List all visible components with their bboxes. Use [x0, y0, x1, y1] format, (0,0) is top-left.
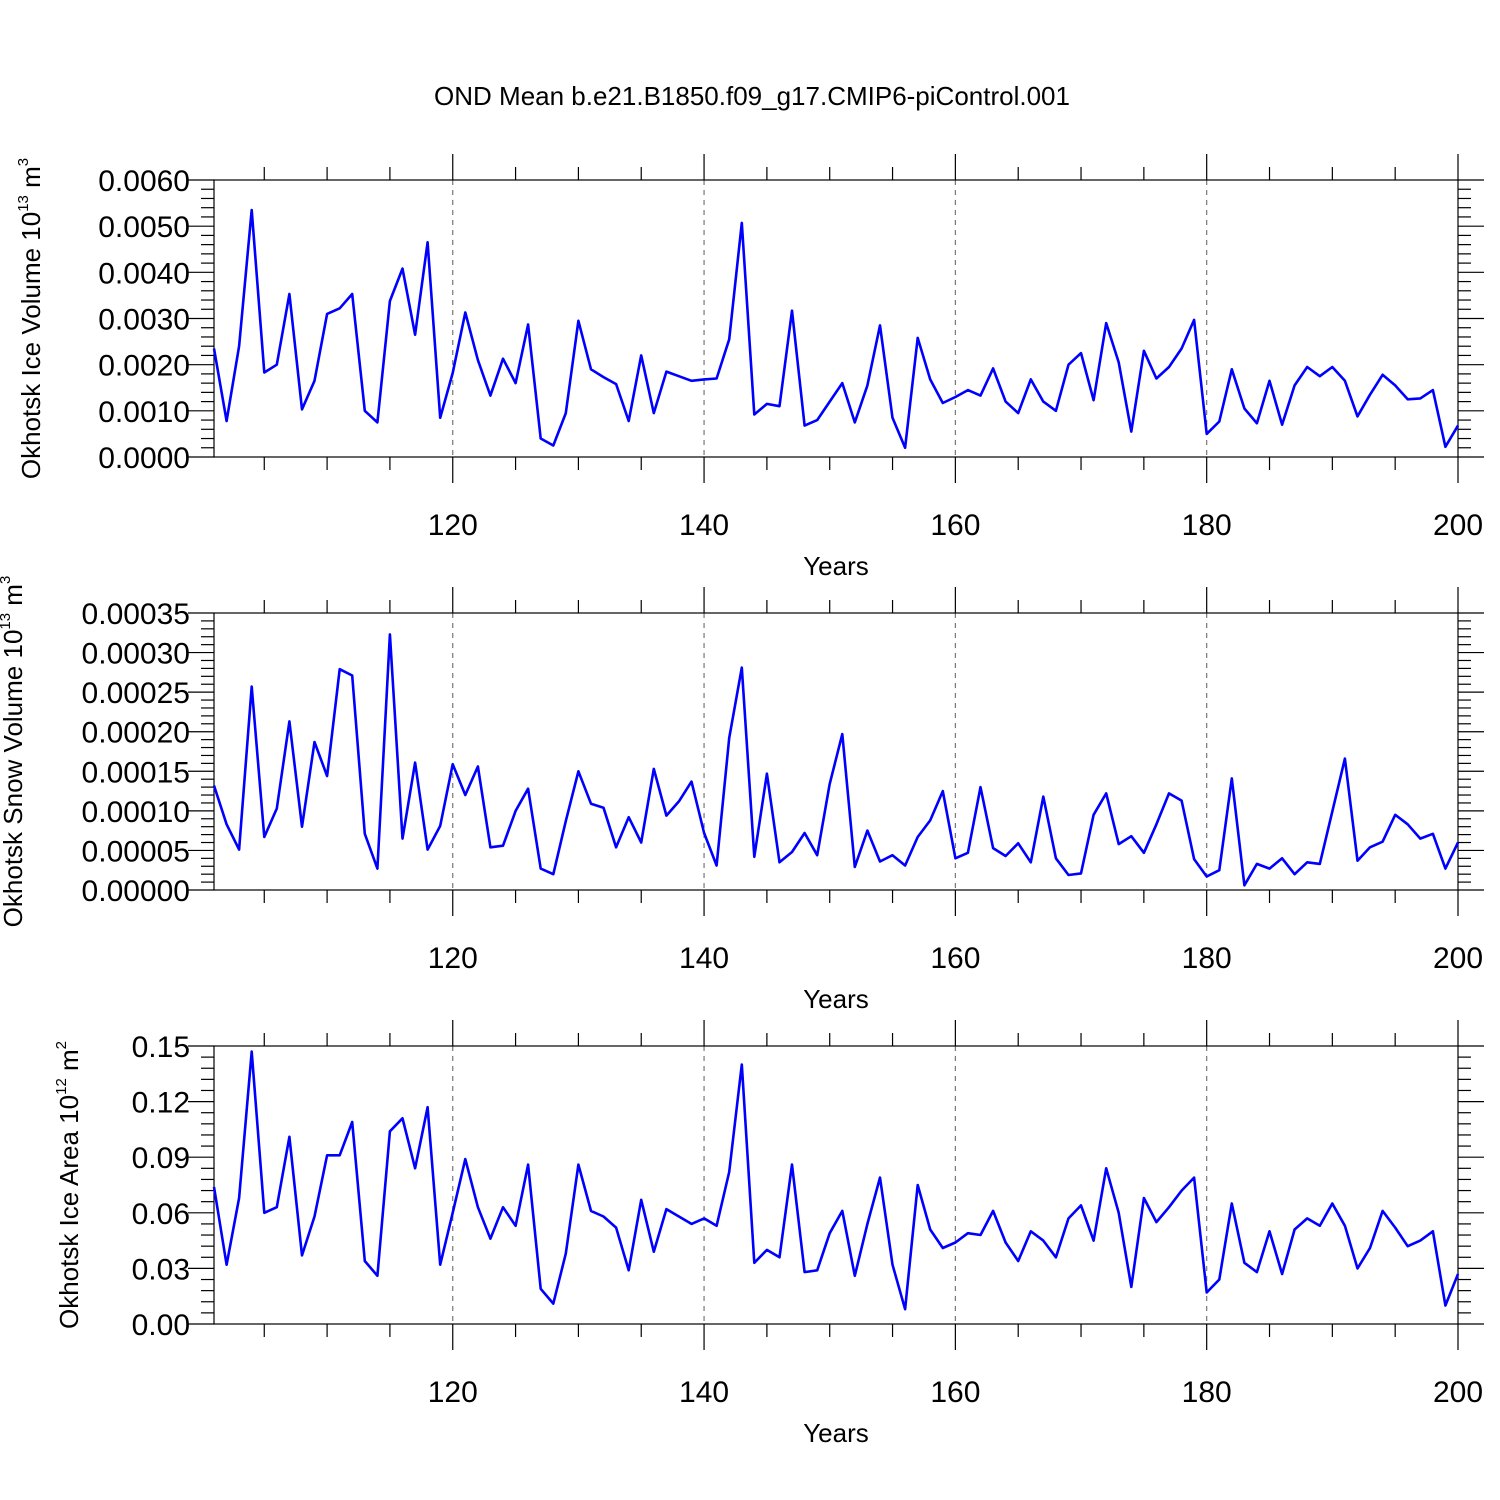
x-tick-label: 140	[679, 942, 729, 975]
x-tick-label: 180	[1182, 1376, 1232, 1409]
y-tick-label: 0.0020	[98, 350, 190, 383]
x-tick-label: 200	[1433, 1376, 1483, 1409]
panel-1: 120 140 160 180 200 Years 0.0000 0.0010 0.0020 0.…	[15, 154, 1484, 581]
y-axis-label-exponent: 12	[53, 1078, 70, 1095]
x-tick-label: 160	[930, 1376, 980, 1409]
x-tick-label: 200	[1433, 942, 1483, 975]
y-tick-label: 0.0000	[98, 442, 190, 475]
x-axis-label: Years	[803, 1418, 869, 1448]
y-tick-label: 0.0010	[98, 396, 190, 429]
y-tick-label: 0.09	[132, 1142, 190, 1175]
y-tick-label: 0.00000	[82, 875, 190, 908]
x-tick-label: 140	[679, 1376, 729, 1409]
y-axis-label-unit-exponent: 2	[53, 1041, 70, 1049]
x-axis-label: Years	[803, 984, 869, 1014]
y-tick-label: 0.00005	[82, 835, 190, 868]
y-axis-label-unit: m	[0, 584, 28, 613]
y-axis-label-unit-exponent: 3	[15, 158, 32, 166]
y-axis-label: Okhotsk Ice Volume 1013 m3	[15, 158, 46, 479]
y-tick-label: 0.00035	[82, 598, 190, 631]
x-tick-label: 120	[428, 942, 478, 975]
y-tick-label: 0.00020	[82, 717, 190, 750]
y-tick-label: 0.12	[132, 1087, 190, 1120]
y-axis-label-unit-exponent: 3	[0, 576, 14, 584]
x-tick-label: 160	[930, 942, 980, 975]
x-tick-label: 160	[930, 509, 980, 542]
y-tick-label: 0.15	[132, 1031, 190, 1064]
y-tick-label: 0.03	[132, 1253, 190, 1286]
y-tick-label: 0.00030	[82, 638, 190, 671]
y-tick-label: 0.0040	[98, 257, 190, 290]
y-axis-label-unit: m	[54, 1049, 84, 1078]
panel-3: 120 140 160 180 200 Years 0.00 0.03 0.06 0.09 0.12…	[53, 1020, 1484, 1448]
y-tick-label: 0.06	[132, 1198, 190, 1231]
y-axis-label-main: Okhotsk Snow Volume 10	[0, 630, 28, 928]
y-axis-label: Okhotsk Snow Volume 1013 m3	[0, 576, 28, 928]
y-tick-label: 0.0050	[98, 211, 190, 244]
x-tick-label: 200	[1433, 509, 1483, 542]
y-axis-label-main: Okhotsk Ice Volume 10	[16, 212, 46, 479]
x-tick-label: 140	[679, 509, 729, 542]
panel-2: 120 140 160 180 200 Years 0.00000 0.00005 0.0001…	[0, 576, 1484, 1014]
plot-frame	[213, 612, 1459, 891]
y-tick-label: 0.00	[132, 1309, 190, 1342]
y-tick-label: 0.00015	[82, 756, 190, 789]
plot-frame	[213, 1045, 1459, 1325]
series-line	[212, 633, 1460, 887]
y-axis-label-exponent: 13	[0, 613, 14, 630]
y-tick-label: 0.0030	[98, 304, 190, 337]
y-axis-label-main: Okhotsk Ice Area 10	[54, 1095, 84, 1329]
x-tick-label: 180	[1182, 509, 1232, 542]
chart-title: OND Mean b.e21.B1850.f09_g17.CMIP6-piCon…	[434, 81, 1070, 111]
series-line	[212, 1050, 1460, 1311]
y-axis-label: Okhotsk Ice Area 1012 m2	[53, 1041, 84, 1329]
x-axis-label: Years	[803, 551, 869, 581]
y-tick-label: 0.00010	[82, 796, 190, 829]
x-tick-label: 120	[428, 509, 478, 542]
y-axis-label-exponent: 13	[15, 195, 32, 212]
y-axis-label-unit: m	[16, 166, 46, 195]
x-tick-label: 180	[1182, 942, 1232, 975]
y-tick-label: 0.0060	[98, 165, 190, 198]
plot-frame	[213, 179, 1459, 458]
y-tick-label: 0.00025	[82, 677, 190, 710]
x-tick-label: 120	[428, 1376, 478, 1409]
series-line	[212, 208, 1460, 450]
